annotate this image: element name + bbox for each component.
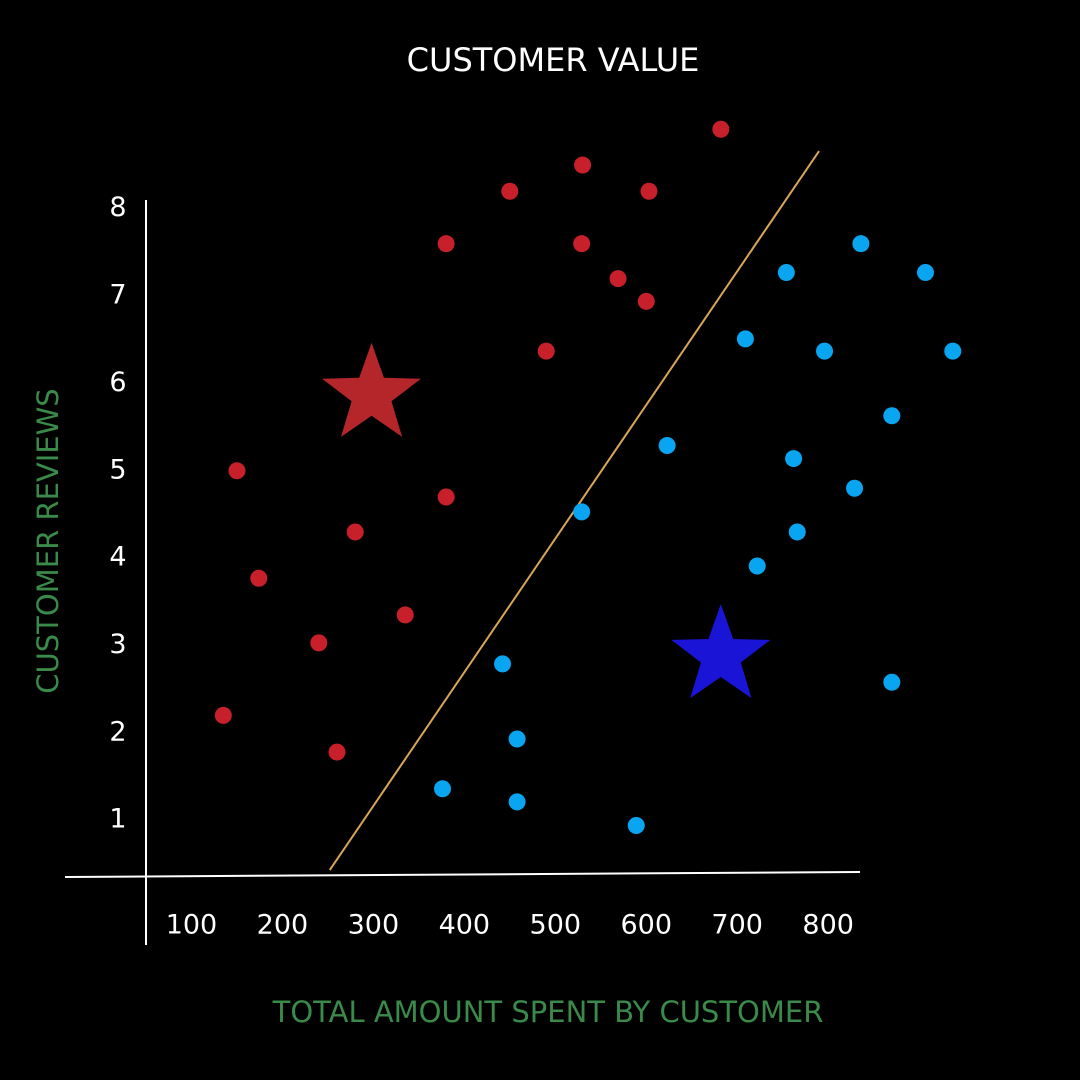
point — [508, 793, 526, 811]
y-axis-label: CUSTOMER REVIEWS — [31, 388, 65, 693]
point — [916, 264, 934, 282]
point — [944, 342, 962, 360]
x-tick-label: 200 — [257, 910, 309, 941]
x-tick-label: 300 — [348, 910, 400, 941]
point — [501, 182, 519, 200]
point — [852, 235, 870, 253]
point — [328, 743, 346, 761]
point — [437, 488, 455, 506]
point — [310, 634, 328, 652]
x-tick-label: 800 — [802, 910, 854, 941]
point — [658, 436, 676, 454]
point — [883, 673, 901, 691]
x-tick-label: 100 — [166, 910, 218, 941]
point — [846, 479, 864, 497]
point — [537, 342, 555, 360]
y-tick-label: 5 — [109, 454, 126, 485]
point — [250, 569, 268, 587]
point — [609, 270, 627, 288]
point — [627, 816, 645, 834]
y-tick-label: 7 — [109, 280, 126, 311]
y-tick-label: 1 — [109, 804, 126, 835]
point — [494, 655, 512, 673]
x-tick-label: 400 — [439, 910, 491, 941]
point — [712, 120, 730, 138]
x-tick-label: 600 — [620, 910, 672, 941]
point — [214, 706, 232, 724]
point — [573, 503, 591, 521]
star-point — [671, 604, 771, 699]
point — [437, 235, 455, 253]
y-tick-label: 2 — [109, 716, 126, 747]
point — [228, 462, 246, 480]
x-axis — [64, 871, 861, 878]
point — [788, 523, 806, 541]
point — [748, 557, 766, 575]
y-tick-label: 6 — [109, 367, 126, 398]
x-axis-label: TOTAL AMOUNT SPENT BY CUSTOMER — [272, 995, 824, 1029]
point — [573, 235, 591, 253]
chart-title: CUSTOMER VALUE — [407, 41, 700, 79]
point — [883, 407, 901, 425]
point — [574, 156, 592, 174]
point — [640, 182, 658, 200]
point — [637, 292, 655, 310]
y-tick-label: 8 — [109, 192, 126, 223]
point — [777, 264, 795, 282]
y-tick-label: 4 — [109, 542, 126, 573]
x-tick-label: 700 — [711, 910, 763, 941]
point — [508, 730, 526, 748]
y-tick-label: 3 — [109, 629, 126, 660]
point — [346, 523, 364, 541]
point — [785, 450, 803, 468]
star-point — [322, 342, 421, 437]
point — [736, 330, 754, 348]
point — [434, 780, 452, 798]
point — [396, 606, 414, 624]
point — [816, 342, 834, 360]
x-tick-label: 500 — [530, 910, 582, 941]
